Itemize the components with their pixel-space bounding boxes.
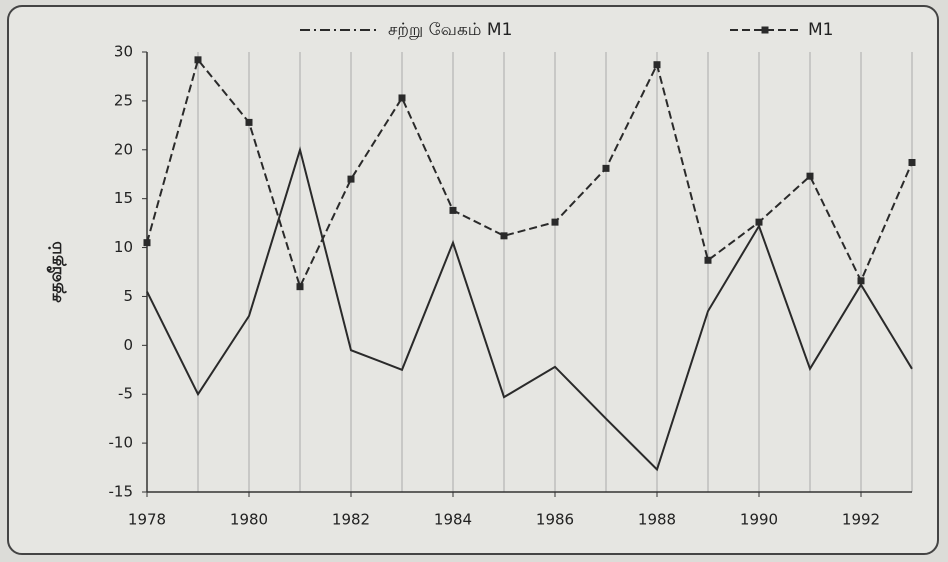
y-tick-label: -5 [118,385,133,403]
y-tick-label: 0 [123,336,133,354]
y-tick-label: 5 [123,287,133,305]
x-tick-label: 1978 [128,511,166,529]
y-tick-label: 20 [114,140,133,158]
x-tick-label: 1986 [536,511,574,529]
y-tick-label: 30 [114,43,133,61]
marker [398,94,406,102]
marker [704,256,712,264]
legend-label: சற்று வேகம் M1 [388,20,512,40]
x-tick-label: 1992 [842,511,880,529]
y-axis-label: சதவீதம் [46,241,66,303]
frame [7,5,939,555]
marker [755,218,763,226]
line-series [146,146,913,472]
marker [449,206,457,214]
marker [347,175,355,183]
marker [296,283,304,291]
marker [602,164,610,172]
y-tick-label: 15 [114,189,133,207]
marker [143,239,151,247]
marker [500,232,508,240]
x-tick-label: 1990 [740,511,778,529]
x-tick-label: 1982 [332,511,370,529]
y-tick-label: 10 [114,238,133,256]
y-tick-label: -15 [109,483,134,501]
marker [653,61,661,69]
y-tick-label: 25 [114,91,133,109]
marker [245,118,253,126]
marker [806,172,814,180]
marker [194,56,202,64]
y-tick-label: -10 [109,434,134,452]
marker [908,158,916,166]
marker [551,218,559,226]
x-tick-label: 1988 [638,511,676,529]
legend-marker [761,26,769,34]
x-tick-label: 1984 [434,511,472,529]
legend-label: M1 [808,20,833,40]
line-series [146,57,913,290]
x-tick-label: 1980 [230,511,268,529]
marker [857,277,865,285]
